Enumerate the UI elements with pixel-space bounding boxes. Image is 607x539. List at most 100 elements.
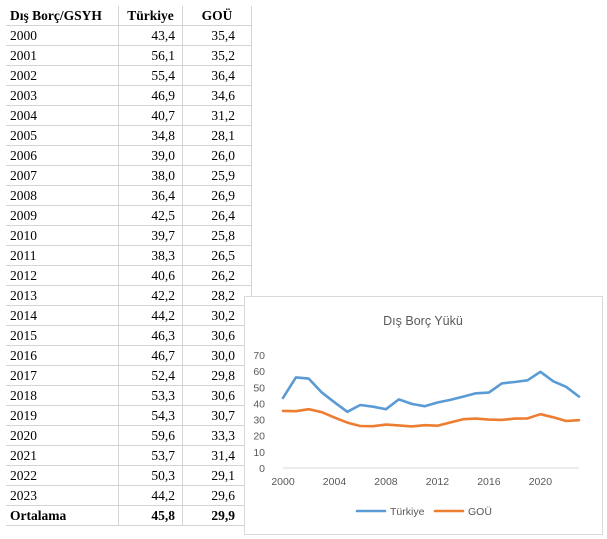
y-tick-label: 0 (259, 463, 265, 475)
year-cell[interactable]: 2003 (6, 85, 119, 106)
turkiye-value-cell[interactable]: 53,3 (118, 385, 183, 406)
turkiye-value-cell[interactable]: 46,3 (118, 325, 183, 346)
turkiye-value-cell[interactable]: 38,3 (118, 245, 183, 266)
table-row: 2002 55,4 36,4 (6, 65, 252, 86)
turkiye-value-cell[interactable]: 34,8 (118, 125, 183, 146)
turkiye-value-cell[interactable]: 56,1 (118, 45, 183, 66)
table-row: 2007 38,0 25,9 (6, 165, 252, 186)
table-row: 2006 39,0 26,0 (6, 145, 252, 166)
gou-value-cell[interactable]: 28,2 (182, 285, 252, 306)
turkiye-value-cell[interactable]: 40,7 (118, 105, 183, 126)
year-cell[interactable]: 2001 (6, 45, 119, 66)
gou-value-cell[interactable]: 26,2 (182, 265, 252, 286)
year-cell[interactable]: 2014 (6, 305, 119, 326)
turkiye-value-cell[interactable]: 39,0 (118, 145, 183, 166)
year-cell[interactable]: 2020 (6, 425, 119, 446)
gou-value-cell[interactable]: 31,4 (182, 445, 252, 466)
year-cell[interactable]: 2017 (6, 365, 119, 386)
gou-value-cell[interactable]: 35,2 (182, 45, 252, 66)
legend: Türkiye GOÜ (355, 506, 492, 518)
gou-value-cell[interactable]: 25,8 (182, 225, 252, 246)
gou-value-cell[interactable]: 26,0 (182, 145, 252, 166)
gou-value-cell[interactable]: 30,0 (182, 345, 252, 366)
turkiye-value-cell[interactable]: 50,3 (118, 465, 183, 486)
footer-turkiye-average[interactable]: 45,8 (118, 505, 183, 526)
turkiye-value-cell[interactable]: 46,9 (118, 85, 183, 106)
year-cell[interactable]: 2013 (6, 285, 119, 306)
turkiye-value-cell[interactable]: 54,3 (118, 405, 183, 426)
table-row: 2005 34,8 28,1 (6, 125, 252, 146)
year-cell[interactable]: 2011 (6, 245, 119, 266)
year-cell[interactable]: 2006 (6, 145, 119, 166)
y-tick-label: 20 (253, 431, 265, 443)
turkiye-value-cell[interactable]: 55,4 (118, 65, 183, 86)
turkiye-value-cell[interactable]: 44,2 (118, 485, 183, 506)
year-cell[interactable]: 2004 (6, 105, 119, 126)
gou-value-cell[interactable]: 29,6 (182, 485, 252, 506)
series-line-t-rkiye[interactable] (281, 370, 581, 414)
year-cell[interactable]: 2019 (6, 405, 119, 426)
turkiye-value-cell[interactable]: 52,4 (118, 365, 183, 386)
gou-value-cell[interactable]: 26,9 (182, 185, 252, 206)
column-header-turkiye[interactable]: Türkiye (118, 6, 183, 26)
year-cell[interactable]: 2015 (6, 325, 119, 346)
gou-value-cell[interactable]: 33,3 (182, 425, 252, 446)
year-cell[interactable]: 2010 (6, 225, 119, 246)
gou-value-cell[interactable]: 26,4 (182, 205, 252, 226)
year-cell[interactable]: 2012 (6, 265, 119, 286)
plot-area (281, 370, 581, 428)
gou-value-cell[interactable]: 25,9 (182, 165, 252, 186)
gou-value-cell[interactable]: 36,4 (182, 65, 252, 86)
table-row: 2020 59,6 33,3 (6, 425, 252, 446)
column-header-gou[interactable]: GOÜ (182, 6, 252, 26)
gou-value-cell[interactable]: 34,6 (182, 85, 252, 106)
year-cell[interactable]: 2007 (6, 165, 119, 186)
line-chart[interactable]: Dış Borç Yükü 0 10 20 30 40 50 60 70 2000 2004 20… (244, 296, 603, 535)
gou-value-cell[interactable]: 26,5 (182, 245, 252, 266)
turkiye-value-cell[interactable]: 36,4 (118, 185, 183, 206)
gou-value-cell[interactable]: 29,8 (182, 365, 252, 386)
year-cell[interactable]: 2000 (6, 25, 119, 46)
year-cell[interactable]: 2008 (6, 185, 119, 206)
year-cell[interactable]: 2009 (6, 205, 119, 226)
year-cell[interactable]: 2005 (6, 125, 119, 146)
table-row: 2000 43,4 35,4 (6, 25, 252, 46)
gou-value-cell[interactable]: 35,4 (182, 25, 252, 46)
turkiye-value-cell[interactable]: 46,7 (118, 345, 183, 366)
turkiye-value-cell[interactable]: 40,6 (118, 265, 183, 286)
year-cell[interactable]: 2018 (6, 385, 119, 406)
gou-value-cell[interactable]: 31,2 (182, 105, 252, 126)
y-tick-label: 70 (253, 350, 265, 362)
series-line-go-[interactable] (281, 407, 581, 428)
year-cell[interactable]: 2023 (6, 485, 119, 506)
year-cell[interactable]: 2022 (6, 465, 119, 486)
turkiye-value-cell[interactable]: 44,2 (118, 305, 183, 326)
year-cell[interactable]: 2002 (6, 65, 119, 86)
year-cell[interactable]: 2016 (6, 345, 119, 366)
footer-gou-average[interactable]: 29,9 (182, 505, 252, 526)
gou-value-cell[interactable]: 30,7 (182, 405, 252, 426)
gou-value-cell[interactable]: 30,6 (182, 325, 252, 346)
table-row: 2011 38,3 26,5 (6, 245, 252, 266)
table-row: 2014 44,2 30,2 (6, 305, 252, 326)
gou-value-cell[interactable]: 28,1 (182, 125, 252, 146)
turkiye-value-cell[interactable]: 39,7 (118, 225, 183, 246)
chart-title: Dış Borç Yükü (383, 314, 463, 328)
turkiye-value-cell[interactable]: 42,5 (118, 205, 183, 226)
turkiye-value-cell[interactable]: 43,4 (118, 25, 183, 46)
turkiye-value-cell[interactable]: 38,0 (118, 165, 183, 186)
year-cell[interactable]: 2021 (6, 445, 119, 466)
turkiye-value-cell[interactable]: 42,2 (118, 285, 183, 306)
turkiye-value-cell[interactable]: 53,7 (118, 445, 183, 466)
gou-value-cell[interactable]: 29,1 (182, 465, 252, 486)
column-header-indicator[interactable]: Dış Borç/GSYH (6, 6, 119, 26)
legend-label: Türkiye (390, 506, 425, 518)
table-row: 2008 36,4 26,9 (6, 185, 252, 206)
footer-label[interactable]: Ortalama (6, 505, 119, 526)
turkiye-value-cell[interactable]: 59,6 (118, 425, 183, 446)
table-row: 2013 42,2 28,2 (6, 285, 252, 306)
gou-value-cell[interactable]: 30,6 (182, 385, 252, 406)
gou-value-cell[interactable]: 30,2 (182, 305, 252, 326)
data-table: Dış Borç/GSYH Türkiye GOÜ 2000 43,4 35,4 20… (6, 6, 252, 526)
